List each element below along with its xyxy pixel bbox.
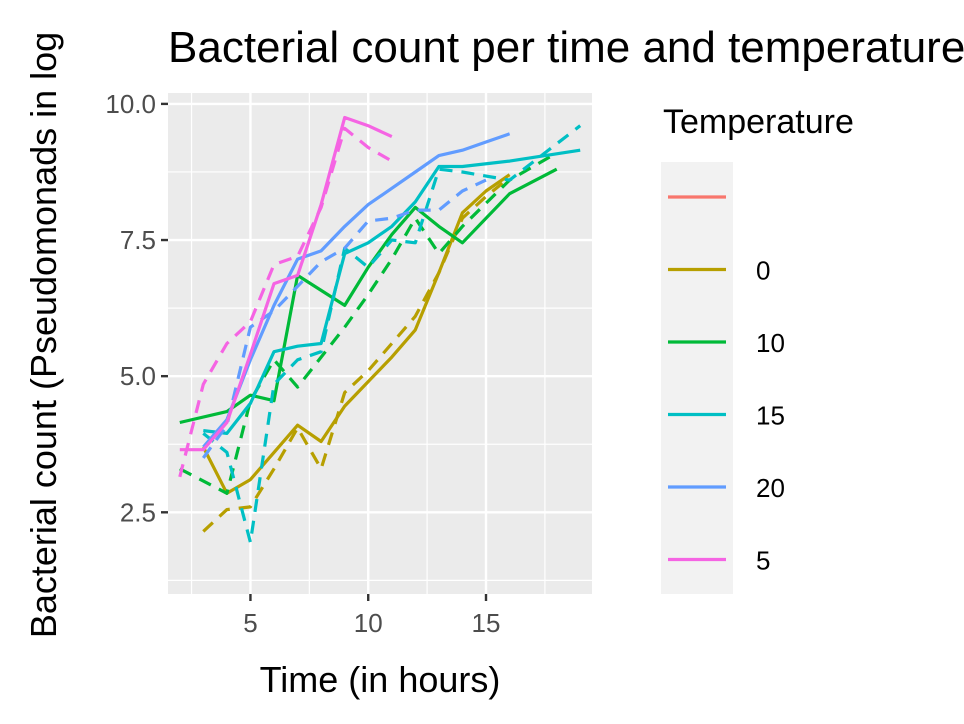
series-line-1 <box>201 173 511 495</box>
legend-label-4: 20 <box>756 473 785 503</box>
legend-key-background <box>661 162 733 594</box>
x-tick-label-0: 5 <box>243 608 257 638</box>
legend-label-5: 5 <box>756 546 770 576</box>
series-line-6 <box>202 124 582 544</box>
y-tick-label-2: 7.5 <box>120 225 156 255</box>
x-tick-label-2: 15 <box>472 608 501 638</box>
y-tick-label-1: 5.0 <box>120 361 156 391</box>
legend-title: Temperature <box>663 103 854 141</box>
y-axis: 2.5 5.0 7.5 10.0 <box>105 89 168 527</box>
x-axis-title: Time (in hours) <box>260 659 501 700</box>
series-layer <box>178 115 582 544</box>
plot-panel <box>168 93 592 594</box>
series-line-10 <box>178 126 393 478</box>
y-axis-title: Bacterial count (Pseudomonads in log <box>23 32 64 638</box>
x-axis: 5 10 15 <box>243 594 500 638</box>
legend-label-2: 10 <box>756 328 785 358</box>
legend-label-3: 15 <box>756 401 785 431</box>
x-tick-label-1: 10 <box>354 608 383 638</box>
legend-entries: 0 10 15 20 5 <box>668 195 785 576</box>
series-line-5 <box>203 148 581 435</box>
y-tick-label-3: 10.0 <box>105 89 156 119</box>
series-line-7 <box>202 132 511 449</box>
y-tick-label-0: 2.5 <box>120 497 156 527</box>
series-line-9 <box>179 115 393 452</box>
series-line-3 <box>179 167 558 425</box>
series-line-4 <box>179 151 558 495</box>
chart-title: Bacterial count per time and temperature <box>168 23 964 72</box>
legend-label-1: 0 <box>756 256 770 286</box>
legend: Temperature 0 10 15 20 5 <box>661 103 854 594</box>
series-line-8 <box>202 178 487 459</box>
series-line-2 <box>202 176 511 533</box>
